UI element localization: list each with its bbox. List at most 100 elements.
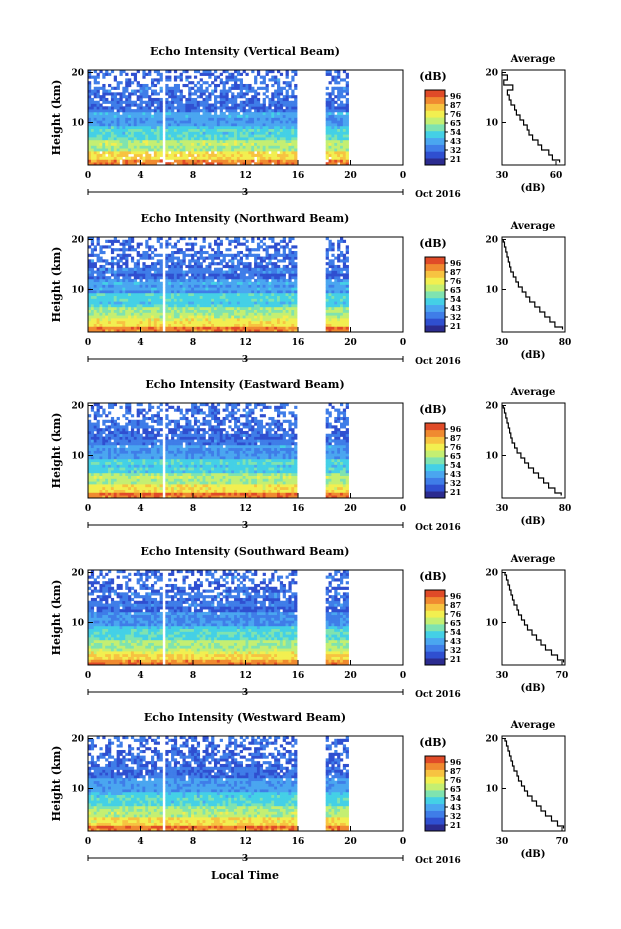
intensity-cell bbox=[102, 484, 106, 488]
intensity-cell bbox=[133, 134, 138, 138]
intensity-cell bbox=[176, 323, 180, 327]
intensity-cell bbox=[216, 278, 221, 283]
intensity-cell bbox=[93, 120, 97, 124]
intensity-cell bbox=[156, 290, 160, 294]
intensity-cell bbox=[256, 315, 261, 319]
intensity-cell bbox=[171, 267, 175, 271]
intensity-cell bbox=[153, 278, 158, 283]
intensity-cell bbox=[122, 86, 126, 90]
intensity-cell bbox=[151, 295, 155, 299]
intensity-cell bbox=[133, 139, 138, 143]
intensity-cell bbox=[179, 320, 183, 324]
intensity-cell bbox=[199, 287, 203, 291]
intensity-cell bbox=[122, 120, 126, 124]
intensity-cell bbox=[130, 139, 135, 143]
intensity-cell bbox=[345, 248, 349, 252]
intensity-cell bbox=[245, 315, 249, 319]
intensity-cell bbox=[245, 312, 249, 316]
intensity-cell bbox=[225, 75, 229, 79]
intensity-cell bbox=[219, 315, 223, 319]
intensity-cell bbox=[142, 131, 146, 135]
intensity-cell bbox=[110, 262, 115, 266]
intensity-cell bbox=[211, 103, 215, 107]
intensity-cell bbox=[188, 145, 192, 149]
intensity-cell bbox=[236, 114, 241, 118]
intensity-cell bbox=[294, 292, 298, 297]
intensity-cell bbox=[156, 284, 160, 288]
intensity-cell bbox=[214, 292, 218, 297]
intensity-cell bbox=[337, 148, 341, 152]
intensity-cell bbox=[205, 125, 209, 130]
intensity-cell bbox=[282, 139, 286, 143]
intensity-cell bbox=[139, 100, 143, 104]
intensity-cell bbox=[239, 83, 243, 88]
intensity-cell bbox=[125, 72, 129, 76]
intensity-cell bbox=[331, 301, 335, 305]
intensity-cell bbox=[254, 109, 258, 113]
intensity-cell bbox=[168, 290, 172, 294]
intensity-cell bbox=[228, 270, 232, 274]
intensity-cell bbox=[228, 326, 232, 330]
intensity-cell bbox=[179, 281, 183, 285]
intensity-cell bbox=[231, 301, 235, 305]
intensity-cell bbox=[205, 295, 209, 299]
intensity-cell bbox=[248, 278, 252, 283]
intensity-cell bbox=[139, 304, 143, 308]
intensity-cell bbox=[196, 301, 201, 305]
intensity-cell bbox=[262, 145, 266, 149]
intensity-cell bbox=[145, 250, 149, 255]
intensity-cell bbox=[113, 450, 117, 454]
intensity-cell bbox=[219, 89, 223, 93]
colorbar-frame bbox=[424, 89, 446, 166]
intensity-cell bbox=[142, 75, 146, 79]
intensity-cell bbox=[251, 123, 255, 127]
intensity-cell bbox=[191, 312, 195, 316]
intensity-cell bbox=[214, 329, 218, 333]
intensity-cell bbox=[277, 89, 281, 93]
intensity-cell bbox=[108, 447, 112, 451]
intensity-cell bbox=[328, 292, 332, 297]
intensity-cell bbox=[96, 298, 100, 302]
intensity-cell bbox=[90, 239, 95, 243]
intensity-cell bbox=[185, 270, 189, 274]
intensity-cell bbox=[148, 103, 152, 107]
intensity-cell bbox=[291, 106, 295, 110]
intensity-cell bbox=[345, 125, 349, 130]
intensity-cell bbox=[248, 142, 252, 146]
intensity-cell bbox=[148, 320, 152, 324]
intensity-cell bbox=[340, 270, 344, 274]
intensity-cell bbox=[165, 264, 169, 269]
intensity-cell bbox=[337, 145, 341, 149]
intensity-cell bbox=[176, 151, 180, 155]
intensity-cell bbox=[285, 151, 289, 155]
intensity-cell bbox=[271, 120, 275, 124]
intensity-cell bbox=[248, 123, 252, 127]
intensity-cell bbox=[214, 253, 218, 257]
intensity-cell bbox=[277, 86, 281, 90]
intensity-cell bbox=[325, 148, 329, 152]
intensity-cell bbox=[219, 151, 223, 155]
intensity-cell bbox=[228, 301, 232, 305]
intensity-cell bbox=[122, 284, 126, 288]
intensity-cell bbox=[108, 267, 112, 271]
intensity-cell bbox=[205, 309, 209, 313]
intensity-cell bbox=[179, 315, 183, 319]
intensity-cell bbox=[196, 323, 201, 327]
intensity-cell bbox=[102, 72, 106, 76]
intensity-cell bbox=[256, 320, 261, 324]
intensity-cell bbox=[294, 326, 298, 330]
intensity-cell bbox=[110, 461, 115, 465]
intensity-cell bbox=[153, 123, 158, 127]
intensity-cell bbox=[176, 148, 180, 152]
intensity-cell bbox=[148, 123, 152, 127]
intensity-cell bbox=[93, 456, 97, 460]
intensity-cell bbox=[268, 100, 272, 104]
intensity-cell bbox=[145, 89, 149, 93]
intensity-cell bbox=[202, 81, 206, 85]
intensity-cell bbox=[99, 162, 103, 166]
intensity-cell bbox=[225, 262, 229, 266]
intensity-cell bbox=[151, 89, 155, 93]
intensity-cell bbox=[328, 242, 332, 246]
intensity-cell bbox=[282, 148, 286, 152]
intensity-cell bbox=[151, 326, 155, 330]
